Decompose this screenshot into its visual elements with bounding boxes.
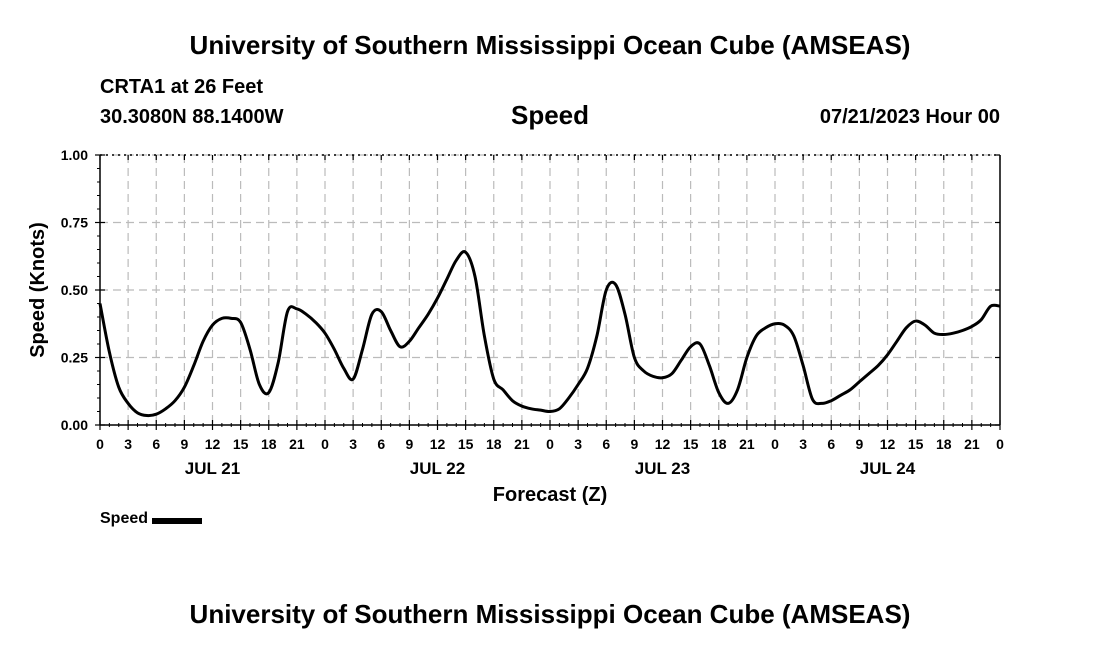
y-tick-label: 0.75 (61, 215, 88, 231)
chart-main-title: University of Southern Mississippi Ocean… (189, 30, 911, 60)
y-tick-label: 1.00 (61, 147, 88, 163)
x-tick-label: 15 (458, 436, 474, 452)
x-axis-label: Forecast (Z) (493, 484, 607, 506)
x-tick-label: 9 (855, 436, 863, 452)
speed-series-line (98, 250, 1001, 418)
x-tick-label: 6 (602, 436, 610, 452)
x-tick-label: 0 (96, 436, 104, 452)
footer-title: University of Southern Mississippi Ocean… (189, 599, 911, 629)
x-tick-labels: 0 3 6 9 12 15 18 21 0 3 6 9 12 15 18 21 0 3 6 9 12 15 18 21 0 3 6 9… (96, 436, 1004, 452)
forecast-datetime: 07/21/2023 Hour 00 (819, 106, 1000, 128)
x-tick-label: 12 (880, 436, 896, 452)
x-tick-label: 18 (486, 436, 502, 452)
x-tick-label: 18 (261, 436, 277, 452)
legend-label: Speed (100, 510, 149, 527)
y-axis-label: Speed (Knots) (27, 222, 49, 358)
x-tick-label: 3 (799, 436, 807, 452)
variable-title: Speed (510, 100, 590, 130)
x-tick-label: 9 (180, 436, 188, 452)
x-tick-label: 12 (655, 436, 671, 452)
x-tick-label: 18 (936, 436, 952, 452)
x-tick-label: 21 (289, 436, 305, 452)
date-label: JUL 24 (860, 459, 916, 478)
date-label: JUL 21 (185, 459, 240, 478)
x-tick-label: 6 (377, 436, 385, 452)
date-label: JUL 23 (635, 459, 690, 478)
x-tick-label: 0 (546, 436, 554, 452)
chart-legend: Speed (100, 510, 203, 528)
x-tick-label: 6 (152, 436, 160, 452)
date-labels: JUL 21 JUL 22 JUL 23 JUL 24 (185, 459, 916, 478)
y-tick-label: 0.00 (61, 417, 88, 433)
x-tick-label: 0 (321, 436, 329, 452)
x-tick-label: 3 (349, 436, 357, 452)
legend-swatch (152, 517, 203, 524)
x-tick-label: 6 (827, 436, 835, 452)
tick-marks (95, 154, 1001, 430)
y-tick-labels: 0.00 0.25 0.50 0.75 1.00 (61, 147, 88, 433)
x-tick-label: 21 (964, 436, 980, 452)
coordinates-label: 30.3080N 88.1400W (100, 106, 284, 128)
x-tick-label: 9 (405, 436, 413, 452)
x-tick-label: 15 (683, 436, 699, 452)
x-tick-label: 9 (630, 436, 638, 452)
x-tick-label: 3 (574, 436, 582, 452)
x-tick-label: 15 (908, 436, 924, 452)
x-tick-label: 0 (996, 436, 1004, 452)
date-label: JUL 22 (410, 459, 465, 478)
grid-lines (100, 154, 1000, 425)
x-tick-label: 3 (124, 436, 132, 452)
x-tick-label: 21 (514, 436, 530, 452)
x-tick-label: 18 (711, 436, 727, 452)
x-tick-label: 12 (430, 436, 446, 452)
x-tick-label: 15 (233, 436, 249, 452)
x-tick-label: 0 (771, 436, 779, 452)
station-label: CRTA1 at 26 Feet (100, 76, 264, 98)
y-tick-label: 0.50 (61, 282, 88, 298)
x-tick-label: 12 (205, 436, 221, 452)
y-tick-label: 0.25 (61, 350, 88, 366)
x-tick-label: 21 (739, 436, 755, 452)
